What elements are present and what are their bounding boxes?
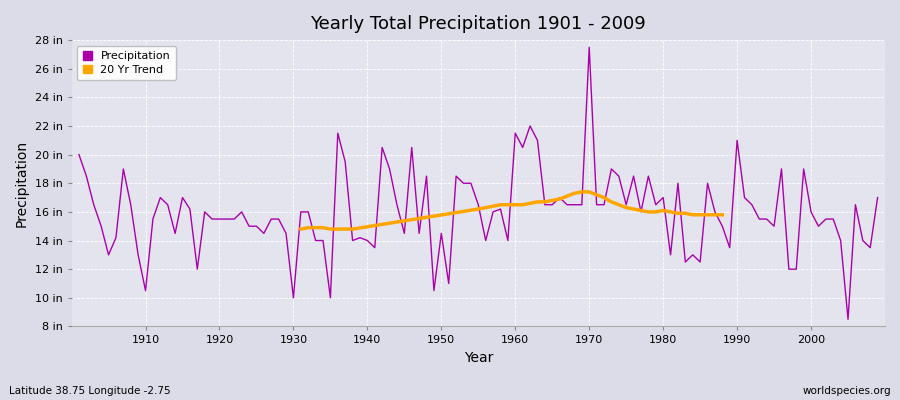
X-axis label: Year: Year: [464, 351, 493, 365]
Legend: Precipitation, 20 Yr Trend: Precipitation, 20 Yr Trend: [77, 46, 176, 80]
Text: worldspecies.org: worldspecies.org: [803, 386, 891, 396]
Text: Latitude 38.75 Longitude -2.75: Latitude 38.75 Longitude -2.75: [9, 386, 171, 396]
Title: Yearly Total Precipitation 1901 - 2009: Yearly Total Precipitation 1901 - 2009: [310, 15, 646, 33]
Y-axis label: Precipitation: Precipitation: [15, 140, 29, 227]
